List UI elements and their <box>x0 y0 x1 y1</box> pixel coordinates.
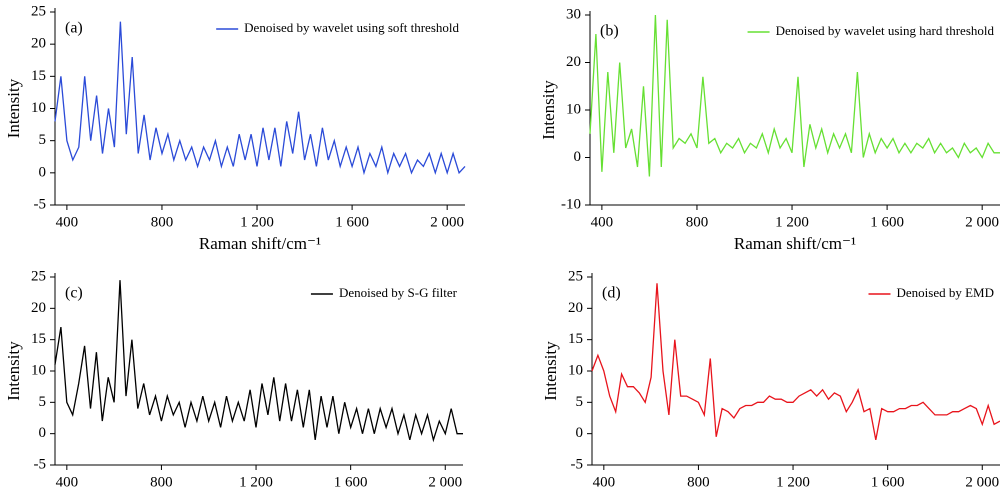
x-tick-label: 1 200 <box>775 214 809 230</box>
legend-label: Denoised by EMD <box>897 285 995 300</box>
y-tick-label: 30 <box>566 6 581 22</box>
y-tick-label: -5 <box>34 196 47 212</box>
y-tick-label: 5 <box>576 394 584 410</box>
y-tick-label: 5 <box>39 394 47 410</box>
x-tick-label: 1 200 <box>240 214 274 230</box>
y-tick-label: 25 <box>568 268 583 284</box>
data-line <box>589 14 1000 177</box>
y-tick-label: 20 <box>566 54 581 70</box>
y-axis-label: Intensity <box>539 80 558 140</box>
y-axis-label: Intensity <box>4 78 23 138</box>
y-tick-label: 0 <box>576 425 584 441</box>
x-tick-label: 1 200 <box>239 474 273 490</box>
y-tick-label: -5 <box>571 456 584 472</box>
y-tick-label: 20 <box>568 300 583 316</box>
x-tick-label: 2 000 <box>965 214 999 230</box>
y-tick-label: 15 <box>31 331 46 347</box>
x-tick-label: 1 600 <box>335 214 369 230</box>
y-tick-label: 25 <box>31 3 46 19</box>
data-line <box>591 283 1000 441</box>
x-tick-label: 800 <box>687 474 710 490</box>
y-tick-label: 0 <box>39 425 47 441</box>
y-tick-label: 10 <box>568 362 583 378</box>
x-tick-label: 1 600 <box>870 214 904 230</box>
y-tick-label: 25 <box>31 268 46 284</box>
legend-label: Denoised by S-G filter <box>339 285 458 300</box>
x-tick-label: 1 600 <box>334 474 368 490</box>
panel-label: (a) <box>65 20 83 37</box>
x-tick-label: 400 <box>56 474 79 490</box>
y-tick-label: -10 <box>561 196 581 212</box>
y-tick-label: 20 <box>31 36 46 52</box>
data-line <box>54 21 466 176</box>
panel-label: (b) <box>600 23 619 40</box>
panel-label: (d) <box>602 285 621 302</box>
y-tick-label: 15 <box>31 68 46 84</box>
y-tick-label: 5 <box>39 132 47 148</box>
y-tick-label: -5 <box>34 456 47 472</box>
y-tick-label: 10 <box>566 101 581 117</box>
x-tick-label: 1 200 <box>776 474 810 490</box>
y-tick-label: 0 <box>574 149 582 165</box>
x-tick-label: 800 <box>686 214 709 230</box>
panel-label: (c) <box>65 285 83 302</box>
x-axis-label: Raman shift/cm⁻¹ <box>199 234 321 253</box>
x-tick-label: 2 000 <box>430 214 464 230</box>
x-tick-label: 400 <box>591 214 614 230</box>
x-tick-label: 800 <box>150 474 173 490</box>
legend-label: Denoised by wavelet using hard threshold <box>776 23 995 38</box>
y-tick-label: 15 <box>568 331 583 347</box>
x-tick-label: 800 <box>151 214 174 230</box>
y-tick-label: 10 <box>31 100 46 116</box>
y-axis-label: Intensity <box>4 341 23 401</box>
legend-label: Denoised by wavelet using soft threshold <box>244 20 459 35</box>
x-tick-label: 2 000 <box>965 474 999 490</box>
x-axis-label: Raman shift/cm⁻¹ <box>734 234 856 253</box>
y-tick-label: 0 <box>39 164 47 180</box>
x-tick-label: 400 <box>593 474 616 490</box>
y-tick-label: 20 <box>31 300 46 316</box>
data-line <box>54 280 463 443</box>
x-tick-label: 1 600 <box>871 474 905 490</box>
y-axis-label: Intensity <box>541 341 560 401</box>
x-tick-label: 400 <box>56 214 79 230</box>
y-tick-label: 10 <box>31 362 46 378</box>
x-tick-label: 2 000 <box>428 474 462 490</box>
